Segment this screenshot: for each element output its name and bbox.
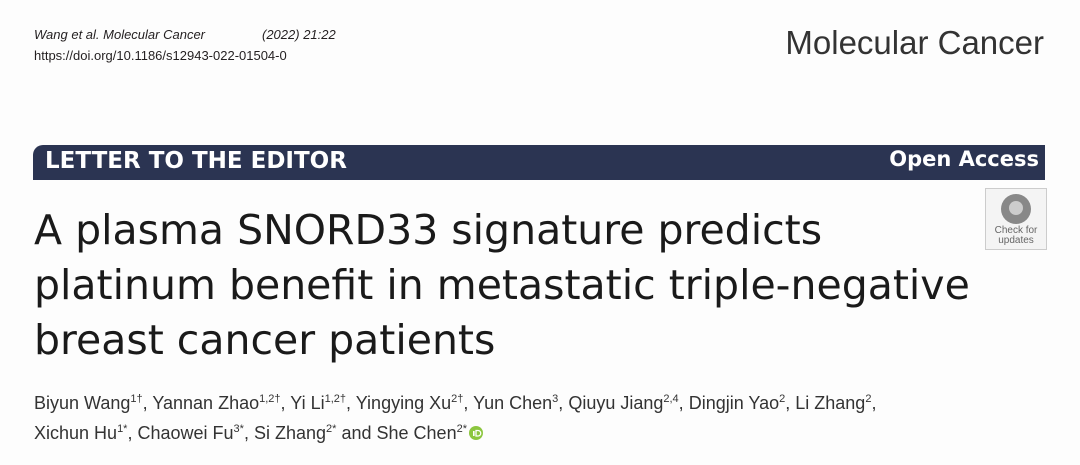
separator: ,: [871, 393, 877, 413]
author-name: Si Zhang: [253, 423, 327, 443]
orcid-icon[interactable]: [468, 426, 483, 440]
affiliation: 2,4: [663, 393, 679, 405]
separator: ,: [558, 393, 564, 413]
affiliation: 1†: [130, 393, 143, 405]
citation: Wang et al. Molecular Cancer: [34, 27, 206, 42]
banner: LETTER TO THE EDITOR Open Access: [33, 145, 1045, 180]
author-name: Dingjin Yao: [688, 393, 780, 413]
author-name: Biyun Wang: [34, 393, 131, 413]
author-name: Xichun Hu: [34, 423, 118, 443]
separator: ,: [678, 393, 684, 413]
author-name: Li Zhang: [795, 393, 866, 413]
separator: ,: [280, 393, 286, 413]
separator: ,: [785, 393, 791, 413]
author-line: Xichun Hu1*, Chaowei Fu3*, Si Zhang2* an…: [34, 418, 876, 448]
separator: ,: [463, 393, 469, 413]
article-type: LETTER TO THE EDITOR: [45, 148, 347, 174]
author-name: Yun Chen: [473, 393, 553, 413]
separator: ,: [346, 393, 352, 413]
affiliation: 1,2†: [259, 393, 281, 405]
journal-name: Molecular Cancer: [785, 24, 1044, 61]
author-name: Chaowei Fu: [137, 423, 234, 443]
author-name: Qiuyu Jiang: [568, 393, 664, 413]
doi[interactable]: https://doi.org/10.1186/s12943-022-01504…: [34, 48, 287, 63]
affiliation: 3: [552, 393, 559, 405]
separator: ,: [142, 393, 148, 413]
separator: ,: [243, 423, 249, 443]
check-updates-badge[interactable]: Check for updates: [985, 188, 1047, 250]
open-access: Open Access: [889, 147, 1039, 171]
badge-icon: [1001, 194, 1031, 224]
title-line: breast cancer patients: [34, 316, 496, 364]
affiliation: 2†: [451, 393, 464, 405]
affiliation: 2: [779, 393, 786, 405]
affiliation: 1,2†: [324, 393, 347, 405]
separator: ,: [127, 423, 133, 443]
author-name: Yi Li: [290, 393, 325, 413]
author-list: Biyun Wang1†, Yannan Zhao1,2†, Yi Li1,2†…: [34, 388, 876, 448]
badge-line: Check for: [994, 225, 1038, 236]
issue: (2022) 21:22: [262, 27, 336, 42]
affiliation: 2*: [456, 423, 467, 435]
author-name: She Chen: [376, 423, 457, 443]
author-line: Biyun Wang1†, Yannan Zhao1,2†, Yi Li1,2†…: [34, 388, 876, 418]
title-line: platinum benefit in metastatic triple-ne…: [34, 261, 970, 309]
affiliation: 1*: [117, 423, 128, 435]
article-title: A plasma SNORD33 signature predicts plati…: [34, 203, 970, 368]
conjunction: and: [341, 423, 372, 443]
title-line: A plasma SNORD33 signature predicts: [34, 206, 823, 254]
affiliation: 2*: [326, 423, 337, 435]
author-name: Yannan Zhao: [152, 393, 260, 413]
affiliation: 3*: [233, 423, 244, 435]
affiliation: 2: [865, 393, 872, 405]
author-name: Yingying Xu: [355, 393, 452, 413]
badge-line: updates: [998, 235, 1034, 246]
